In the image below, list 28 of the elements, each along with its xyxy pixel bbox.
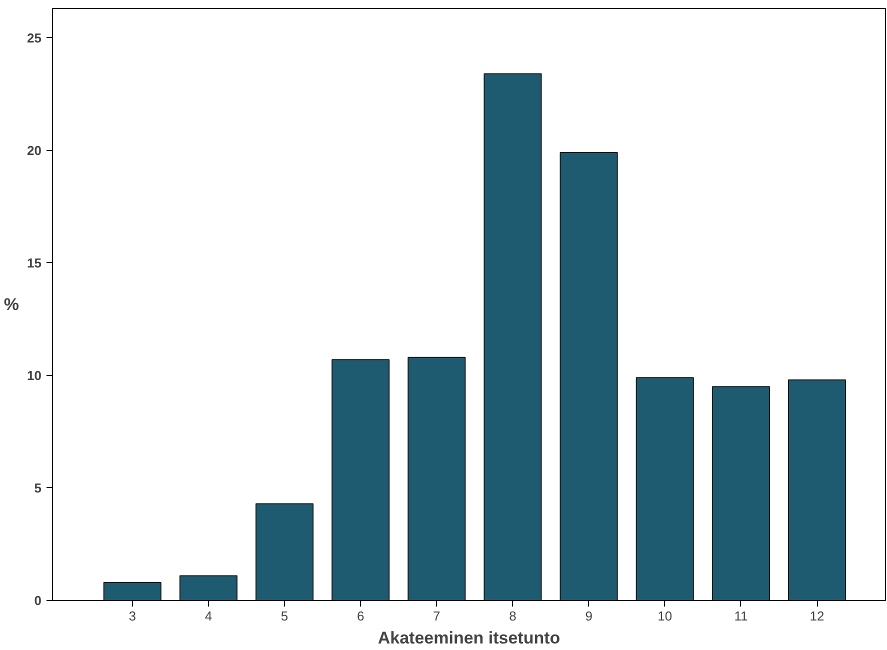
x-tick-label: 10 [658, 608, 672, 624]
y-tick-label: 20 [27, 142, 42, 158]
x-tick-label: 11 [734, 608, 748, 624]
x-tick-label: 7 [433, 608, 440, 624]
y-tick-label: 10 [27, 368, 42, 383]
y-tick-label: 5 [34, 480, 42, 496]
y-axis-title: % [4, 295, 20, 314]
y-tick-label: 0 [34, 593, 42, 608]
x-tick-label: 6 [356, 608, 364, 624]
x-tick-label: 4 [204, 608, 212, 624]
bar [636, 377, 694, 600]
bar [255, 503, 314, 600]
bar [408, 356, 466, 600]
x-tick-label: 5 [280, 608, 288, 624]
bar [179, 575, 238, 600]
y-tick-label: 25 [27, 30, 42, 46]
x-tick-label: 12 [810, 608, 824, 624]
x-tick-label: 9 [585, 608, 592, 624]
x-tick-label: 3 [128, 608, 136, 624]
bar [788, 379, 846, 600]
bar [332, 359, 390, 600]
x-tick-label: 8 [509, 608, 516, 624]
bar [103, 582, 162, 600]
bar [560, 152, 618, 600]
x-axis-title: Akateeminen itsetunto [378, 628, 560, 648]
bar [712, 386, 770, 600]
bar [484, 73, 542, 600]
y-tick-label: 15 [27, 255, 42, 270]
